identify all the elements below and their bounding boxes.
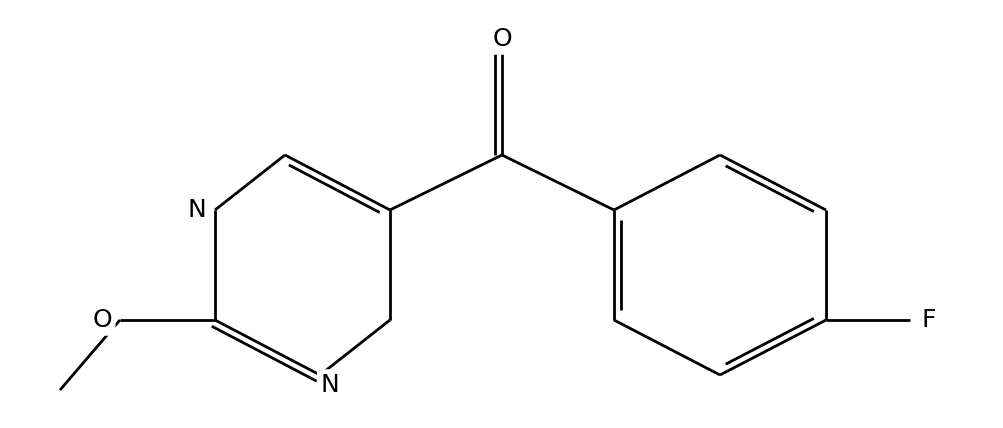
Text: O: O <box>491 27 512 51</box>
Text: F: F <box>921 308 936 332</box>
Text: N: N <box>188 198 207 222</box>
Text: N: N <box>320 373 339 397</box>
Text: O: O <box>92 308 111 332</box>
